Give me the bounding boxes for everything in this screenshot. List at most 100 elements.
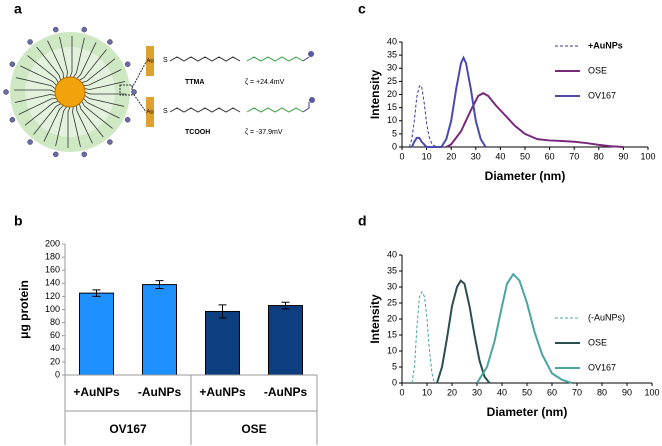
error-bar — [281, 301, 290, 310]
atom-label: Au — [146, 59, 153, 65]
ligand-tail — [81, 58, 116, 84]
ligand-tail — [33, 103, 61, 135]
y-tick-label: 15 — [387, 102, 397, 112]
series-line — [410, 55, 487, 148]
x-tick-label: 60 — [547, 387, 557, 397]
y-tick-label: 140 — [45, 278, 60, 288]
ammonium-charge — [308, 51, 314, 57]
ligand-tail — [47, 40, 64, 79]
y-tick-label: 35 — [387, 265, 397, 275]
bar — [267, 305, 304, 376]
y-tick-label: 5 — [392, 128, 397, 138]
ligand-head — [107, 39, 113, 45]
ligand-head — [27, 39, 33, 45]
x-tick-label: 100 — [640, 151, 655, 161]
x-tick-label: 20 — [446, 151, 456, 161]
ligand-tail — [59, 36, 68, 78]
ligand-tail — [81, 101, 113, 129]
legend-label: OV167 — [588, 90, 616, 100]
series-line — [411, 290, 435, 384]
x-tick-label: 0 — [399, 387, 404, 397]
y-tick-label: 20 — [387, 313, 397, 323]
y-tick-label: 180 — [45, 251, 60, 261]
zeta-potential: ζ = +24.4mV — [245, 79, 285, 86]
ligand-tail — [69, 36, 73, 78]
zoom-line — [131, 91, 147, 113]
x-tick-label: 10 — [422, 387, 432, 397]
ligand-head — [81, 26, 87, 33]
x-tick-label: 0 — [399, 151, 404, 161]
ligand-tail — [36, 46, 62, 81]
alkyl-chain — [169, 56, 241, 62]
y-tick-label: 40 — [387, 249, 397, 259]
y-axis-title: Intensity — [368, 70, 382, 120]
carboxylate — [302, 102, 310, 113]
alkyl-chain — [169, 107, 241, 113]
x-tick-label: 10 — [422, 151, 432, 161]
legend-label: +AuNPs — [588, 40, 623, 50]
y-tick-label: 80 — [50, 317, 60, 327]
x-tick-label: 80 — [594, 151, 604, 161]
y-tick-label: 10 — [387, 345, 397, 355]
y-tick-label: 20 — [387, 89, 397, 99]
ligand-tail — [84, 95, 125, 107]
x-tick-label: -AuNPs — [138, 385, 182, 399]
panel-label: c — [358, 1, 366, 17]
bar — [78, 292, 115, 376]
ligand-tail — [83, 69, 122, 86]
ligand-tail — [14, 89, 56, 93]
ligand-tail — [84, 91, 126, 95]
gold-surface — [146, 97, 154, 127]
ligand-head — [27, 139, 33, 145]
y-tick-label: 160 — [45, 265, 60, 275]
nanoparticle-diagram: Au S Au S TTMA ζ = +24.4mV TCOOH ζ = -37… — [10, 1, 315, 152]
ligand-head — [9, 61, 16, 67]
x-axis-title: Diameter (nm) — [487, 405, 568, 419]
y-tick-label: 0 — [55, 369, 60, 379]
y-tick-label: 40 — [387, 36, 397, 46]
ligand-head — [53, 26, 59, 33]
zoom-line — [131, 61, 147, 89]
carboxylate-charge — [309, 97, 315, 103]
ligand-tail — [78, 103, 104, 138]
series-line — [436, 279, 491, 384]
zeta-potential: ζ = -37.9mV — [245, 129, 283, 136]
ligand-tail — [15, 77, 56, 89]
group-label: OSE — [241, 422, 266, 436]
x-tick-label: 50 — [522, 387, 532, 397]
legend-label: (-AuNPs) — [588, 312, 625, 322]
y-tick-label: 120 — [45, 291, 60, 301]
ligand-tail — [79, 49, 107, 81]
ligand-head — [53, 151, 59, 158]
y-tick-label: 200 — [45, 238, 60, 248]
ligand-tail — [24, 100, 59, 126]
bar — [204, 310, 241, 376]
ligand-tail — [14, 94, 56, 103]
atom-label: S — [163, 108, 168, 115]
zoom-box — [119, 84, 133, 96]
y-axis-title: μg protein — [17, 280, 31, 339]
ligand-tails — [14, 36, 126, 148]
y-tick-label: 30 — [387, 281, 397, 291]
ammonium — [302, 56, 310, 62]
y-tick-label: 60 — [50, 330, 60, 340]
x-tick-label: 60 — [545, 151, 555, 161]
x-tick-label: 40 — [495, 151, 505, 161]
x-tick-label: 30 — [472, 387, 482, 397]
ligand-tail — [72, 106, 81, 148]
y-tick-label: 0 — [392, 377, 397, 387]
ligand-tail — [67, 106, 71, 148]
ligand-tail — [83, 98, 120, 119]
x-tick-label: 70 — [572, 387, 582, 397]
x-tick-label: +AuNPs — [199, 385, 246, 399]
gold-surface — [146, 46, 154, 76]
peg-chain — [246, 56, 304, 62]
error-bar — [92, 289, 101, 297]
y-tick-label: 15 — [387, 329, 397, 339]
y-tick-label: 25 — [387, 76, 397, 86]
series-line — [445, 92, 624, 148]
x-axis-title: Diameter (nm) — [485, 169, 566, 183]
ligand-tail — [18, 98, 57, 115]
